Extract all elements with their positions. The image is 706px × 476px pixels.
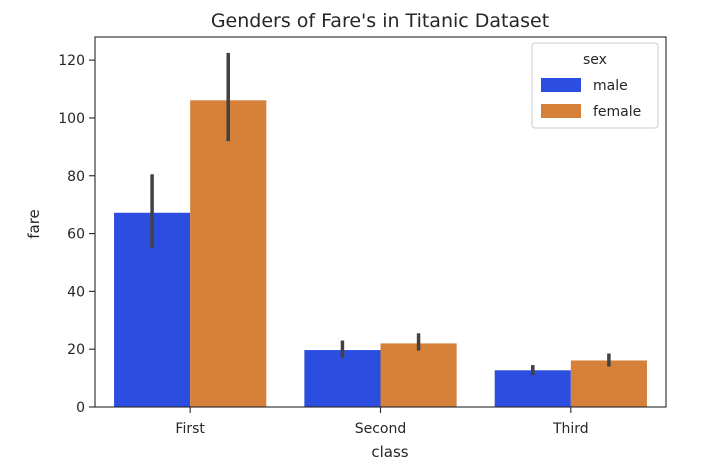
y-tick-label: 20	[67, 342, 85, 358]
bar-male-second	[304, 350, 381, 407]
y-tick-label: 120	[58, 53, 85, 69]
y-axis: 0 20 40 60 80 100 120	[58, 53, 95, 416]
y-axis-label: fare	[25, 209, 43, 239]
y-tick-label: 60	[67, 227, 85, 243]
bar-male-third	[494, 370, 571, 407]
chart-title: Genders of Fare's in Titanic Dataset	[211, 10, 549, 32]
y-tick-label: 80	[67, 169, 85, 185]
y-tick-label: 100	[58, 111, 85, 127]
legend: sex male female	[531, 42, 659, 129]
bars-group	[114, 100, 647, 407]
error-bars-group	[150, 52, 611, 376]
bar-female-third	[570, 360, 647, 407]
bar-female-first	[190, 100, 267, 407]
y-tick-label: 40	[67, 284, 85, 300]
bar-female-second	[380, 343, 457, 407]
legend-swatch-male	[541, 78, 581, 92]
plot-frame	[94, 36, 667, 408]
x-axis: First Second Third	[175, 407, 589, 437]
x-tick-label: Second	[355, 421, 407, 437]
x-tick-label: Third	[552, 421, 589, 437]
x-tick-label: First	[175, 421, 205, 437]
legend-title: sex	[583, 52, 607, 68]
y-tick-label: 0	[76, 400, 85, 416]
legend-label-female: female	[593, 104, 641, 120]
legend-swatch-female	[541, 104, 581, 118]
legend-label-male: male	[593, 78, 628, 94]
x-axis-label: class	[371, 443, 408, 461]
